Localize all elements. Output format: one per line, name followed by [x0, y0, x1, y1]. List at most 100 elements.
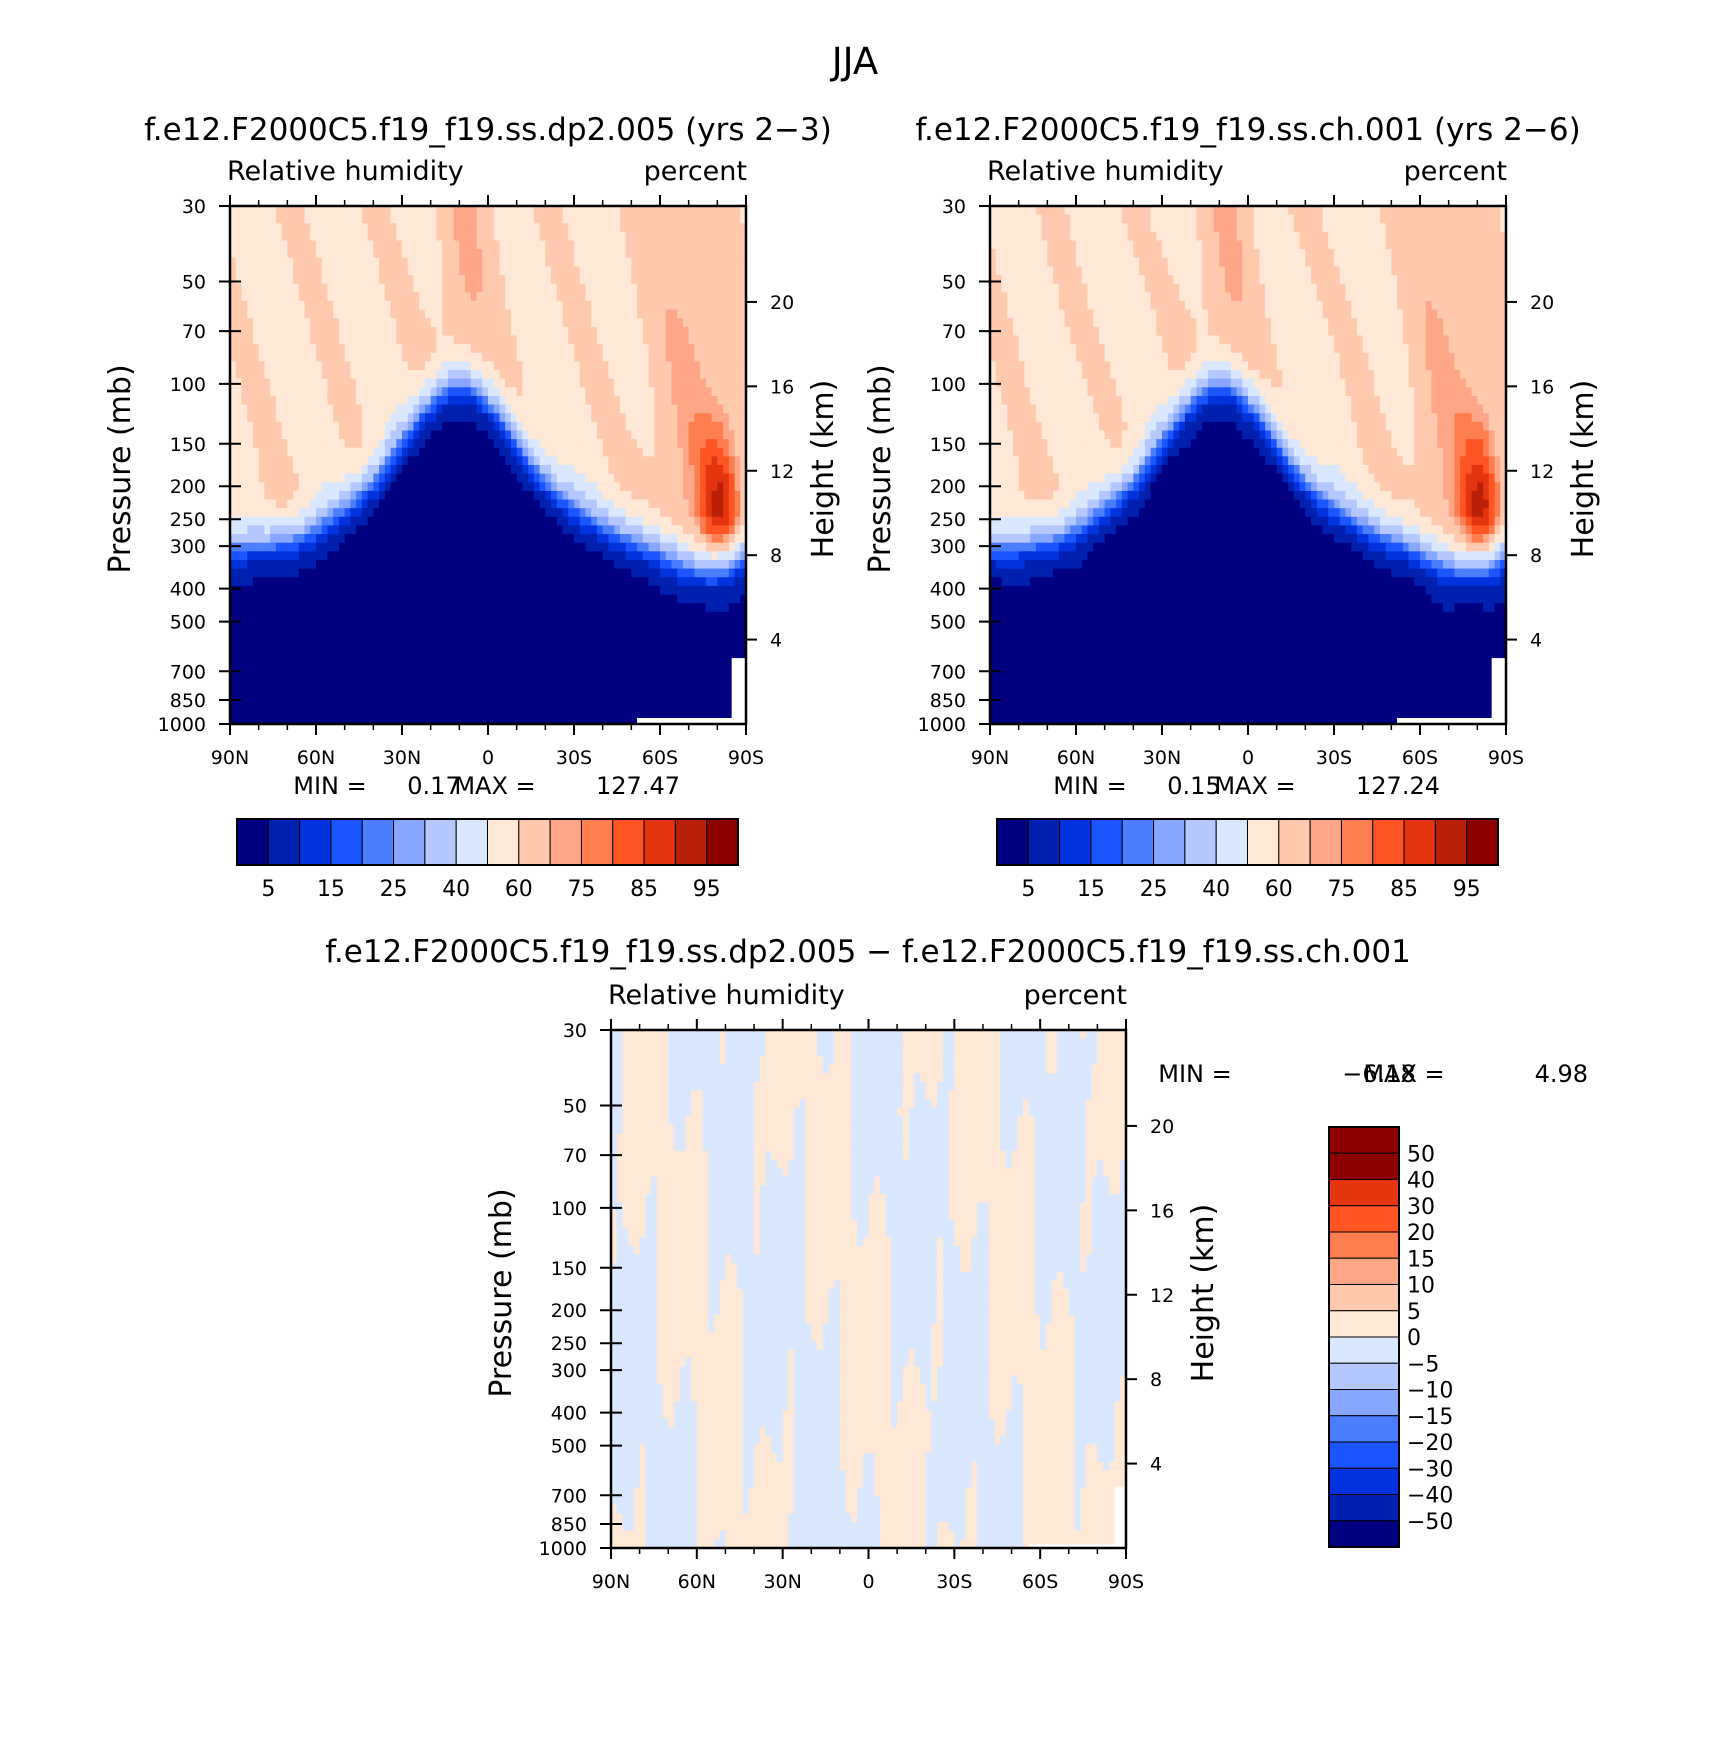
contour-cell	[321, 594, 329, 604]
contour-cell	[465, 439, 472, 449]
contour-cell	[711, 490, 718, 501]
contour-cell	[252, 257, 260, 268]
contour-cell	[310, 309, 317, 319]
contour-cell	[476, 275, 483, 285]
contour-cell	[333, 654, 340, 665]
contour-cell	[287, 318, 294, 328]
contour-cell	[316, 309, 323, 319]
contour-cell	[734, 646, 741, 656]
contour-cell	[350, 421, 357, 432]
contour-cell	[465, 542, 472, 552]
contour-cell	[619, 456, 627, 466]
contour-cell	[327, 292, 334, 302]
contour-cell	[419, 585, 426, 596]
contour-cell	[275, 361, 283, 371]
contour-cell	[574, 654, 581, 665]
contour-cell	[579, 223, 587, 233]
contour-cell	[648, 231, 655, 242]
contour-cell	[614, 559, 621, 570]
contour-cell	[287, 326, 294, 337]
contour-cell	[361, 551, 369, 561]
contour-cell	[637, 654, 644, 665]
contour-cell	[344, 283, 351, 293]
contour-cell	[361, 214, 369, 224]
contour-cell	[258, 465, 265, 475]
contour-cell	[407, 654, 415, 665]
contour-cell	[545, 629, 552, 639]
contour-cell	[596, 611, 604, 621]
contour-cell	[367, 395, 374, 406]
contour-cell	[660, 344, 667, 354]
contour-cell	[740, 542, 746, 552]
contour-cell	[304, 525, 311, 535]
contour-cell	[568, 361, 575, 371]
contour-cell	[637, 551, 644, 561]
contour-cell	[688, 387, 695, 397]
contour-cell	[562, 490, 569, 501]
contour-cell	[522, 499, 529, 509]
contour-cell	[264, 447, 271, 457]
contour-cell	[740, 559, 746, 570]
contour-cell	[350, 300, 357, 311]
contour-cell	[384, 404, 392, 414]
contour-cell	[556, 551, 564, 561]
contour-cell	[298, 231, 306, 242]
contour-cell	[424, 395, 432, 406]
contour-cell	[510, 490, 518, 501]
contour-cell	[648, 214, 655, 224]
contour-cell	[333, 249, 340, 259]
contour-cell	[574, 214, 581, 224]
contour-cell	[700, 516, 707, 527]
contour-cell	[625, 508, 632, 518]
contour-cell	[671, 352, 678, 362]
contour-cell	[717, 654, 724, 665]
contour-cell	[373, 456, 380, 466]
contour-cell	[235, 352, 243, 362]
contour-cell	[327, 447, 334, 457]
contour-cell	[344, 206, 351, 216]
contour-cell	[287, 620, 294, 630]
contour-cell	[493, 663, 501, 673]
contour-cell	[688, 361, 695, 371]
contour-cell	[568, 551, 575, 561]
contour-cell	[499, 344, 506, 354]
contour-cell	[361, 594, 369, 604]
contour-cell	[361, 231, 369, 242]
contour-cell	[619, 654, 627, 665]
contour-cell	[717, 421, 724, 432]
contour-cell	[430, 611, 437, 621]
contour-cell	[476, 370, 483, 380]
contour-cell	[327, 525, 334, 535]
contour-cell	[247, 344, 254, 354]
contour-cell	[556, 465, 564, 475]
contour-cell	[293, 370, 300, 380]
contour-cell	[648, 499, 655, 509]
contour-cell	[493, 482, 501, 492]
contour-cell	[619, 249, 627, 259]
contour-cell	[247, 326, 254, 337]
contour-cell	[660, 318, 667, 328]
contour-cell	[574, 603, 581, 613]
contour-cell	[505, 421, 512, 432]
contour-cell	[734, 335, 741, 345]
contour-cell	[574, 283, 581, 293]
contour-cell	[619, 473, 627, 483]
contour-cell	[453, 568, 460, 578]
contour-cell	[430, 456, 437, 466]
contour-cell	[298, 335, 306, 345]
contour-cell	[493, 508, 501, 518]
contour-cell	[275, 525, 283, 535]
contour-cell	[717, 577, 724, 587]
contour-cell	[361, 577, 369, 587]
contour-cell	[333, 344, 340, 354]
contour-cell	[625, 637, 632, 647]
contour-cell	[367, 516, 374, 527]
contour-cell	[230, 249, 237, 259]
contour-cell	[499, 620, 506, 630]
contour-cell	[585, 663, 592, 673]
contour-cell	[596, 378, 604, 388]
contour-cell	[241, 326, 248, 337]
contour-cell	[424, 637, 432, 647]
contour-cell	[270, 663, 277, 673]
contour-cell	[361, 629, 369, 639]
